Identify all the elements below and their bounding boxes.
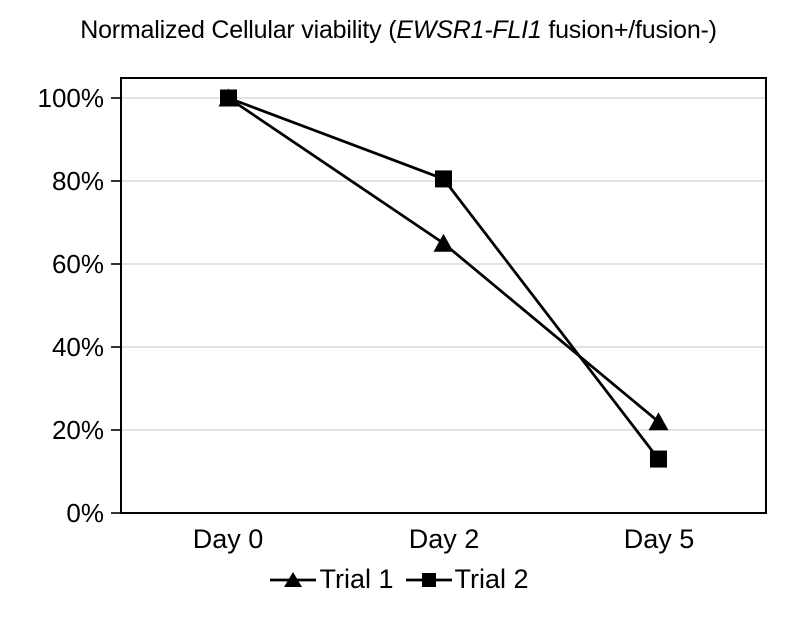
chart-title: Normalized Cellular viability (EWSR1-FLI… (0, 16, 797, 45)
plot-border (120, 77, 767, 514)
chart-title-prefix: Normalized Cellular viability ( (80, 16, 397, 44)
trial-2-line (228, 96, 660, 460)
trial-2-marker-1 (435, 170, 452, 188)
trial-2-marker-2 (650, 450, 667, 468)
trial-2-square-marker-icon (405, 572, 452, 587)
legend-item-trial-1: Trial 1 (268, 564, 394, 595)
y-axis-label-20: 20% (51, 415, 104, 445)
y-axis-label-60: 60% (51, 249, 104, 279)
trial-1-marker-2 (648, 412, 669, 431)
y-axis-label-0: 0% (66, 498, 104, 528)
x-axis-label-day5: Day 5 (623, 524, 695, 554)
trial-1-marker-1 (433, 233, 454, 252)
chart-title-gene-name: EWSR1-FLI1 (396, 16, 542, 44)
trial-2-marker-0 (220, 89, 237, 107)
legend-label-trial-2: Trial 2 (454, 564, 529, 594)
x-axis-label-day0: Day 0 (192, 524, 264, 554)
y-axis-label-100: 100% (37, 83, 105, 113)
legend: Trial 1 Trial 2 (0, 564, 797, 595)
y-axis-label-80: 80% (51, 166, 104, 196)
legend-item-trial-2: Trial 2 (404, 564, 529, 595)
trial-1-triangle-marker-icon (270, 571, 317, 587)
x-axis-label-day2: Day 2 (408, 524, 480, 554)
legend-label-trial-1: Trial 1 (319, 564, 394, 594)
chart-title-suffix: fusion+/fusion-) (541, 16, 717, 44)
y-axis-label-40: 40% (51, 332, 104, 362)
